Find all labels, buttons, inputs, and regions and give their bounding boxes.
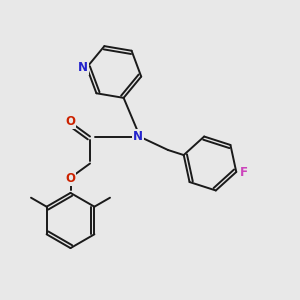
Text: N: N <box>133 130 143 143</box>
Text: O: O <box>65 172 76 185</box>
Text: F: F <box>239 167 247 179</box>
Text: O: O <box>65 115 76 128</box>
Text: N: N <box>78 61 88 74</box>
